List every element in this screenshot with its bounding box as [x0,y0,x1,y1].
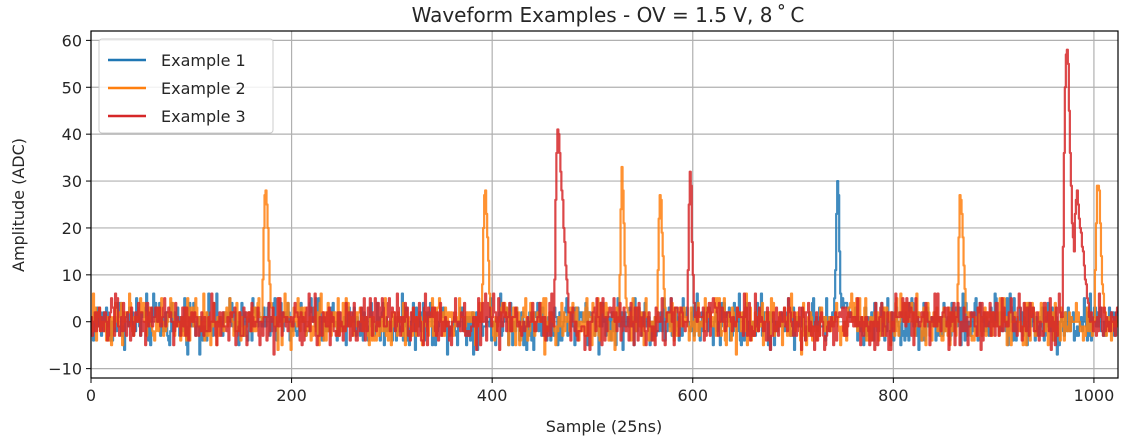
y-tick-label: 30 [62,172,82,191]
x-tick-label: 1000 [1074,386,1115,405]
x-tick-label: 200 [276,386,307,405]
y-tick-label: 50 [62,78,82,97]
x-axis-label: Sample (25ns) [546,417,662,436]
y-tick-label: 40 [62,125,82,144]
series-line-example-3 [90,48,1119,356]
y-axis-label: Amplitude (ADC) [9,138,28,272]
series-layer [90,48,1119,356]
y-tick-label: 0 [72,313,82,332]
x-tick-label: 0 [86,386,96,405]
x-tick-label: 400 [477,386,508,405]
legend-label: Example 1 [161,51,246,70]
legend-box [98,38,274,134]
chart-title: Waveform Examples - OV = 1.5 V, 8 ˚ C [412,3,805,27]
y-axis-ticks: −10 0 10 20 30 40 50 60 [48,31,91,379]
plot-frame [90,30,1119,379]
y-tick-label: 20 [62,219,82,238]
legend-label: Example 2 [161,79,246,98]
x-tick-label: 800 [878,386,909,405]
legend-label: Example 3 [161,107,246,126]
y-tick-label: −10 [48,360,82,379]
y-tick-label: 60 [62,31,82,50]
x-tick-label: 600 [677,386,708,405]
y-tick-label: 10 [62,266,82,285]
legend: Example 1 Example 2 Example 3 [98,38,274,134]
x-axis-ticks: 0 200 400 600 800 1000 [86,378,1114,405]
